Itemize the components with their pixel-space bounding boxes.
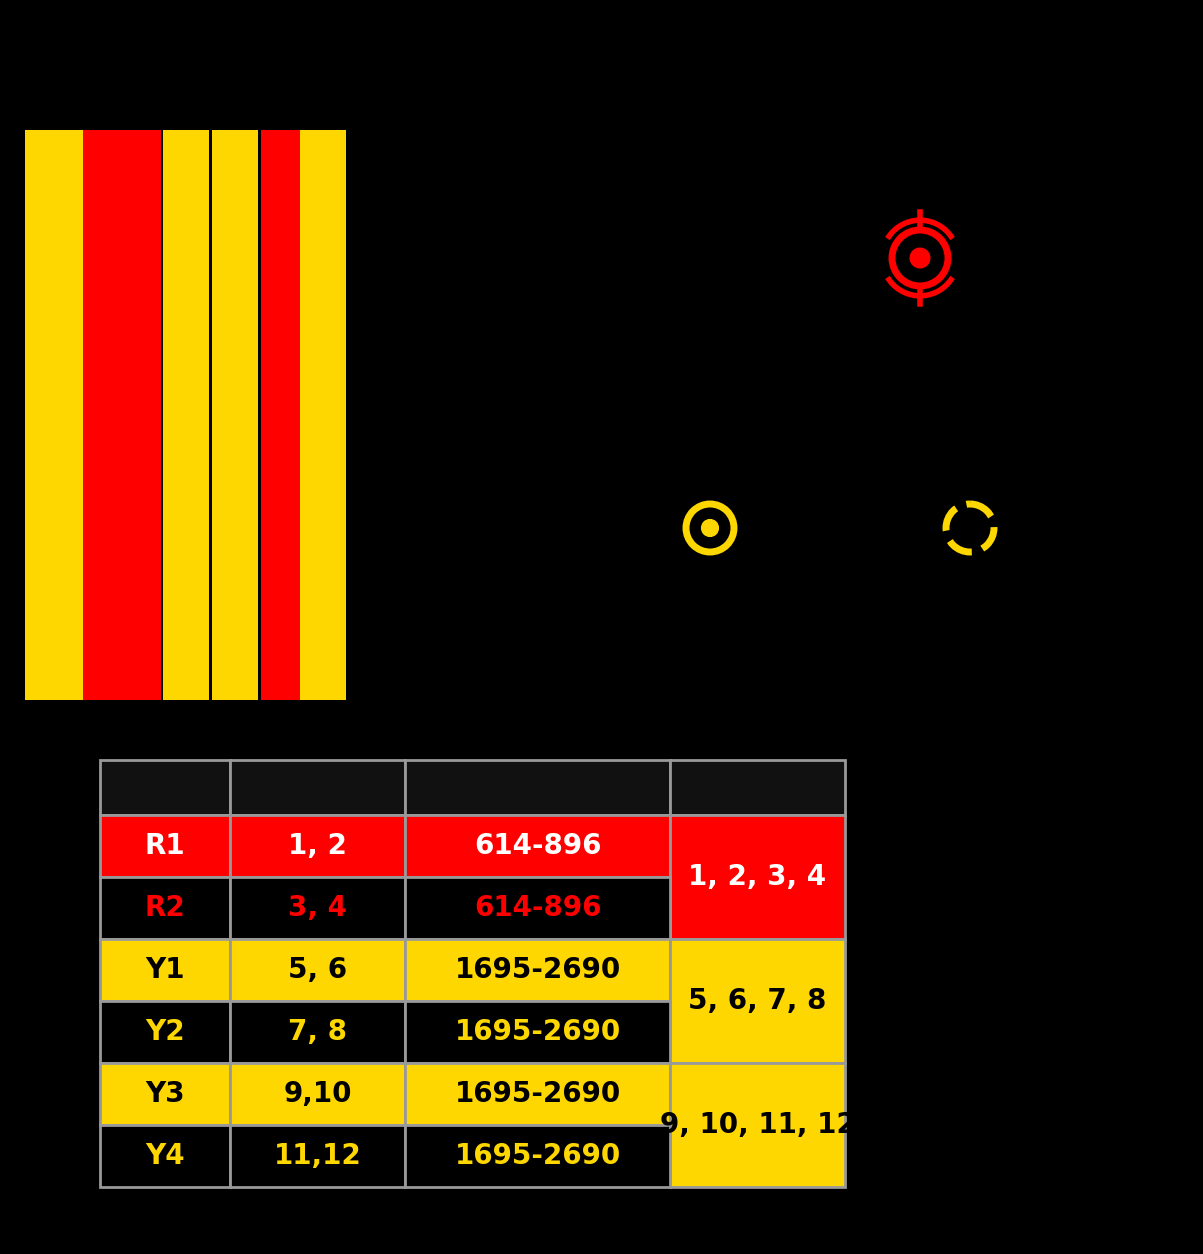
Bar — [100, 939, 230, 1001]
Text: 614-896: 614-896 — [474, 894, 602, 922]
Bar — [670, 815, 845, 939]
Bar — [100, 1001, 230, 1063]
Circle shape — [701, 519, 718, 537]
Bar — [670, 939, 845, 1063]
Text: R2: R2 — [278, 95, 322, 124]
Text: Y3: Y3 — [213, 95, 256, 124]
Text: 5, 6: 5, 6 — [288, 956, 346, 984]
Text: 7, 8: 7, 8 — [288, 1018, 346, 1046]
Bar — [670, 760, 845, 815]
Bar — [230, 1063, 405, 1125]
Text: Y4: Y4 — [302, 95, 344, 124]
Text: 3, 4: 3, 4 — [288, 894, 346, 922]
Bar — [230, 815, 405, 877]
Text: R1: R1 — [100, 95, 144, 124]
Text: 11,12: 11,12 — [273, 1142, 361, 1170]
Text: Y4: Y4 — [146, 1142, 185, 1170]
Bar — [405, 1063, 670, 1125]
Text: 1695-2690: 1695-2690 — [455, 1018, 621, 1046]
Text: Y3: Y3 — [146, 1080, 185, 1109]
Bar — [100, 1063, 230, 1125]
Text: 9, 10, 11, 12: 9, 10, 11, 12 — [659, 1111, 855, 1139]
Bar — [230, 1125, 405, 1188]
Bar — [261, 130, 339, 700]
Bar — [405, 1125, 670, 1188]
Text: 1695-2690: 1695-2690 — [455, 1142, 621, 1170]
Text: 9,10: 9,10 — [283, 1080, 351, 1109]
Circle shape — [911, 248, 930, 268]
Text: R2: R2 — [144, 894, 185, 922]
Bar — [230, 1001, 405, 1063]
Bar — [83, 130, 161, 700]
Text: 1695-2690: 1695-2690 — [455, 1080, 621, 1109]
Text: 1695-2690: 1695-2690 — [455, 956, 621, 984]
Bar — [100, 877, 230, 939]
Bar — [405, 939, 670, 1001]
Text: 614-896: 614-896 — [474, 831, 602, 860]
Bar — [212, 130, 257, 700]
Bar — [230, 760, 405, 815]
Text: Y1: Y1 — [32, 95, 76, 124]
Text: Y2: Y2 — [165, 95, 208, 124]
Text: R1: R1 — [144, 831, 185, 860]
Text: Y2: Y2 — [146, 1018, 185, 1046]
Bar — [230, 939, 405, 1001]
Bar — [100, 815, 230, 877]
Bar — [162, 130, 209, 700]
Bar — [405, 815, 670, 877]
Bar — [25, 130, 83, 700]
Bar — [300, 130, 346, 700]
Text: Y1: Y1 — [146, 956, 185, 984]
Bar — [405, 877, 670, 939]
Bar — [670, 1063, 845, 1188]
Bar — [230, 877, 405, 939]
Bar — [405, 1001, 670, 1063]
Text: 1, 2: 1, 2 — [288, 831, 346, 860]
Text: 1, 2, 3, 4: 1, 2, 3, 4 — [688, 863, 826, 892]
Bar — [405, 760, 670, 815]
Text: 5, 6, 7, 8: 5, 6, 7, 8 — [688, 987, 826, 1014]
Bar — [100, 760, 230, 815]
Bar — [100, 1125, 230, 1188]
